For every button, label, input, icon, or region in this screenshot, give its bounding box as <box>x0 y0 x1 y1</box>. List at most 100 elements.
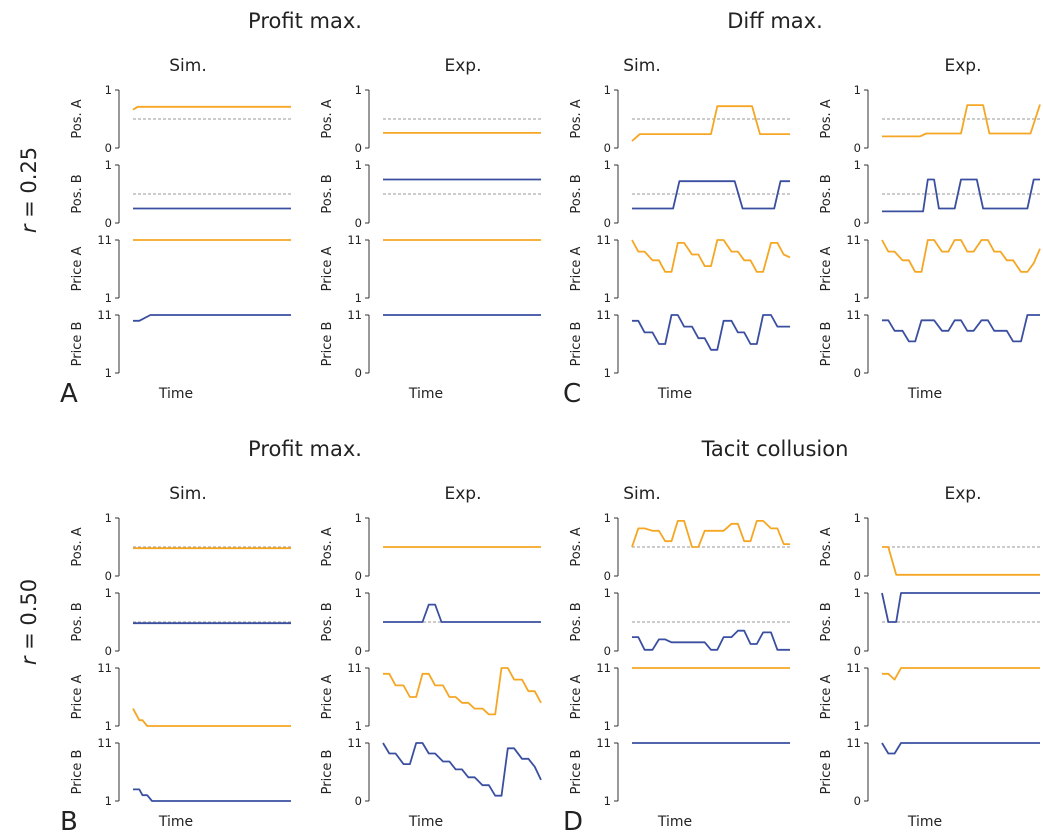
x-axis-label: Time <box>657 814 692 830</box>
row-label-group: Price B <box>819 322 834 367</box>
y-tick-label: 11 <box>347 233 362 247</box>
row-label-group: Price B <box>819 750 834 795</box>
row-label: Price A <box>569 247 584 292</box>
row-label-group: Pos. A <box>320 527 335 566</box>
y-tick-label: 11 <box>97 308 112 322</box>
row-label: Pos. A <box>569 527 584 566</box>
series-line-a <box>132 708 291 727</box>
y-tick-label: 11 <box>596 661 611 675</box>
series-line-b <box>632 180 790 210</box>
y-tick-label: 1 <box>854 719 861 733</box>
row-label-group: Price A <box>70 247 85 292</box>
row-label-group: Price B <box>320 322 335 367</box>
y-tick-label: 1 <box>604 794 611 808</box>
series-line-a <box>132 105 291 111</box>
column-title: Exp. <box>445 56 482 76</box>
y-tick-label: 1 <box>854 586 861 600</box>
row-label-group: Pos. A <box>569 99 584 138</box>
row-label: Pos. A <box>819 99 834 138</box>
y-tick-label: 1 <box>854 158 861 172</box>
series-line-b <box>383 603 541 623</box>
row-label-group: Pos. B <box>569 602 584 641</box>
row-label: Price A <box>70 675 85 720</box>
panel-letter: D <box>563 807 583 836</box>
row-label: Price A <box>320 675 335 720</box>
y-tick-label: 1 <box>355 83 362 97</box>
y-tick-label: 11 <box>596 233 611 247</box>
column-title: Sim. <box>623 484 660 504</box>
x-axis-label: Time <box>657 386 692 402</box>
y-tick-label: 1 <box>355 291 362 305</box>
row-label: Pos. B <box>819 602 834 641</box>
panel-letter: B <box>60 807 78 836</box>
row-label: Price A <box>819 675 834 720</box>
y-tick-label: 0 <box>355 569 362 583</box>
panel-letter: C <box>563 379 581 409</box>
group-title: Profit max. <box>248 437 362 461</box>
row-label: Pos. A <box>320 99 335 138</box>
row-label-group: Price B <box>70 750 85 795</box>
y-tick-label: 1 <box>105 83 112 97</box>
r-value-label: r = 0.50 <box>17 579 41 665</box>
y-tick-label: 0 <box>105 644 112 658</box>
y-tick-label: 0 <box>854 569 861 583</box>
row-label-group: Pos. A <box>70 99 85 138</box>
y-tick-label: 1 <box>604 366 611 380</box>
row-label: Pos. B <box>70 602 85 641</box>
y-tick-label: 1 <box>854 511 861 525</box>
group-title: Tacit collusion <box>701 437 849 461</box>
y-tick-label: 0 <box>355 644 362 658</box>
row-label-group: Pos. B <box>320 602 335 641</box>
panel-B: Profit max. B Sim. Pos. A 1 0 Pos. B 1 0 Price A 1… <box>60 437 542 836</box>
column-title: Exp. <box>445 484 482 504</box>
row-label: Pos. A <box>70 99 85 138</box>
row-label: Price B <box>320 322 335 367</box>
row-label: Pos. A <box>70 527 85 566</box>
group-title: Profit max. <box>248 9 362 33</box>
panel-A: Profit max. A Sim. Pos. A 1 0 Pos. B 1 0 Price A 1… <box>60 9 541 409</box>
series-line-a <box>631 239 791 273</box>
row-label-group: Pos. B <box>819 602 834 641</box>
y-tick-label: 1 <box>604 586 611 600</box>
r-label-1: r = 0.50 <box>17 579 41 665</box>
y-tick-label: 0 <box>854 794 861 808</box>
row-label-group: Pos. A <box>569 527 584 566</box>
y-tick-label: 11 <box>347 308 362 322</box>
y-tick-label: 1 <box>604 158 611 172</box>
y-tick-label: 0 <box>355 141 362 155</box>
y-tick-label: 11 <box>846 661 861 675</box>
column-title: Sim. <box>169 56 206 76</box>
y-tick-label: 11 <box>596 308 611 322</box>
y-tick-label: 0 <box>854 141 861 155</box>
row-label-group: Pos. A <box>70 527 85 566</box>
row-label-group: Pos. A <box>819 527 834 566</box>
row-label-group: Price A <box>569 675 584 720</box>
series-line-b <box>632 314 790 351</box>
y-tick-label: 0 <box>604 644 611 658</box>
row-label: Pos. B <box>569 602 584 641</box>
series-line-b <box>882 314 1040 343</box>
y-tick-label: 0 <box>105 216 112 230</box>
r-value-label: r = 0.25 <box>17 147 41 233</box>
y-tick-label: 1 <box>105 511 112 525</box>
y-tick-label: 0 <box>105 141 112 155</box>
y-tick-label: 0 <box>604 569 611 583</box>
row-label: Pos. B <box>819 174 834 213</box>
y-tick-label: 0 <box>604 216 611 230</box>
row-label: Price B <box>819 322 834 367</box>
series-line-a <box>631 520 790 548</box>
series-line-b <box>632 629 790 651</box>
y-tick-label: 1 <box>105 794 112 808</box>
panel-D: Tacit collusion D Sim. Pos. A 1 0 Pos. B 1 0 Pric… <box>563 437 1040 836</box>
series-line-b <box>133 314 291 322</box>
series-line-b <box>133 788 291 802</box>
r-label-0: r = 0.25 <box>17 147 41 233</box>
series-line-b <box>881 592 1040 623</box>
y-tick-label: 1 <box>355 586 362 600</box>
y-tick-label: 11 <box>97 736 112 750</box>
row-label-group: Price A <box>819 247 834 292</box>
y-tick-label: 1 <box>604 719 611 733</box>
y-tick-label: 0 <box>355 794 362 808</box>
row-label: Pos. A <box>320 527 335 566</box>
